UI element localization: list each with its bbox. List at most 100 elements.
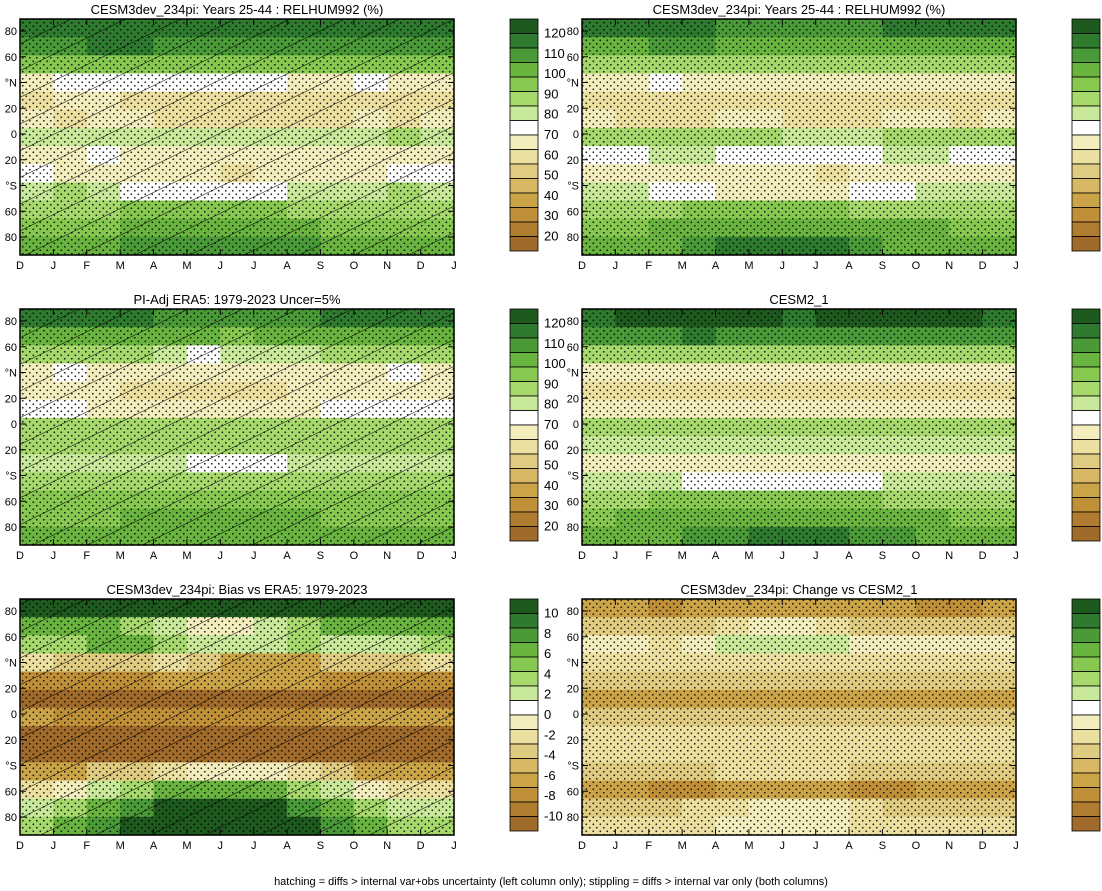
colorbar-swatch xyxy=(1071,308,1101,324)
panel-p4: CESM2_1 D J F M A M J J A S O N D J 80 60 °N 20 0 20 °S 60 80 12… xyxy=(567,292,1101,562)
colorbar-label: 6 xyxy=(544,646,551,661)
x-tick-label: J xyxy=(251,550,257,562)
colorbar-label: 40 xyxy=(544,478,558,493)
y-tick-label: 20 xyxy=(567,155,579,167)
colorbar-label: 100 xyxy=(544,66,566,81)
x-tick-label: N xyxy=(383,840,391,852)
x-tick-label: J xyxy=(613,840,619,852)
colorbar-swatch xyxy=(1071,47,1101,63)
y-tick-label: 20 xyxy=(5,683,17,695)
x-tick-label: J xyxy=(613,260,619,272)
colorbar-swatch xyxy=(509,729,539,745)
x-tick-label: J xyxy=(51,550,57,562)
colorbar-label: 60 xyxy=(544,437,558,452)
colorbar-label: 70 xyxy=(544,127,558,142)
plot-frame xyxy=(581,598,1017,836)
colorbar-label: 70 xyxy=(544,417,558,432)
x-tick-label: A xyxy=(845,840,853,852)
colorbar-swatch xyxy=(1071,801,1101,817)
colorbar-swatch xyxy=(509,410,539,426)
x-tick-label: D xyxy=(979,550,987,562)
colorbar-label: 90 xyxy=(544,86,558,101)
x-tick-label: A xyxy=(712,260,720,272)
panel-p5: CESM3dev_234pi: Bias vs ERA5: 1979-2023 D… xyxy=(5,582,563,852)
x-tick-label: A xyxy=(283,840,291,852)
y-tick-label: 20 xyxy=(5,445,17,457)
y-tick-label: 80 xyxy=(567,316,579,328)
colorbar-swatch xyxy=(1071,772,1101,788)
y-tick-label: 80 xyxy=(567,232,579,244)
colorbar-label: 110 xyxy=(544,336,565,351)
colorbar-swatch xyxy=(1071,352,1101,368)
y-tick-label: 60 xyxy=(567,496,579,508)
colorbar-swatch xyxy=(509,105,539,121)
y-tick-label: 60 xyxy=(5,52,17,64)
colorbar-swatch xyxy=(509,468,539,484)
colorbar-label: 100 xyxy=(544,356,566,371)
colorbar-swatch xyxy=(1071,207,1101,223)
x-tick-label: A xyxy=(845,550,853,562)
panel-title: CESM3dev_234pi: Change vs CESM2_1 xyxy=(680,582,917,597)
x-tick-label: D xyxy=(979,840,987,852)
x-tick-label: O xyxy=(912,260,921,272)
x-tick-label: J xyxy=(780,550,786,562)
colorbar-swatch xyxy=(509,642,539,658)
colorbar-swatch xyxy=(1071,134,1101,150)
colorbar-label: 50 xyxy=(544,458,558,473)
colorbar-swatch xyxy=(1071,163,1101,179)
x-tick-label: J xyxy=(451,260,457,272)
y-tick-label: °N xyxy=(567,368,579,380)
colorbar-swatch xyxy=(509,772,539,788)
colorbar-label: 120 xyxy=(544,26,566,41)
colorbar-label: 30 xyxy=(544,208,558,223)
y-tick-label: 60 xyxy=(5,496,17,508)
panel-title: CESM3dev_234pi: Years 25-44 : RELHUM992 … xyxy=(653,2,946,17)
x-tick-label: F xyxy=(83,840,90,852)
colorbar-swatch xyxy=(1071,105,1101,121)
plot-frame xyxy=(19,598,455,836)
x-tick-label: A xyxy=(712,550,720,562)
x-tick-label: J xyxy=(1013,550,1019,562)
colorbar-swatch xyxy=(509,134,539,150)
colorbar-swatch xyxy=(509,700,539,716)
stippling-overlay xyxy=(582,599,1016,835)
x-tick-label: O xyxy=(350,260,359,272)
panel-p3: PI-Adj ERA5: 1979-2023 Uncer=5% D J F M A M J J A… xyxy=(5,292,566,562)
colorbar-swatch xyxy=(509,453,539,469)
x-tick-label: A xyxy=(283,550,291,562)
x-tick-label: J xyxy=(813,840,819,852)
colorbar-swatch xyxy=(509,816,539,832)
colorbar-swatch xyxy=(1071,642,1101,658)
colorbar-swatch xyxy=(509,120,539,136)
x-tick-label: M xyxy=(116,550,125,562)
y-tick-label: 20 xyxy=(5,393,17,405)
x-tick-label: S xyxy=(879,260,886,272)
x-tick-label: O xyxy=(350,550,359,562)
colorbar-label: 90 xyxy=(544,376,558,391)
x-tick-label: M xyxy=(182,840,191,852)
colorbar-swatch xyxy=(509,743,539,759)
x-tick-label: J xyxy=(1013,260,1019,272)
x-tick-label: J xyxy=(1013,840,1019,852)
colorbar-label: -10 xyxy=(544,809,563,824)
colorbar-swatch xyxy=(509,511,539,527)
x-tick-label: M xyxy=(744,550,753,562)
colorbar: 10 8 6 4 2 0 -2 -4 -6 -8 -10 xyxy=(509,598,563,832)
colorbar-swatch xyxy=(509,787,539,803)
colorbar-swatch xyxy=(509,236,539,252)
x-tick-label: D xyxy=(417,550,425,562)
hatching-overlay xyxy=(20,19,454,255)
colorbar-swatch xyxy=(1071,671,1101,687)
x-tick-label: S xyxy=(879,840,886,852)
x-tick-label: S xyxy=(317,840,324,852)
colorbar-swatch xyxy=(1071,439,1101,455)
colorbar-swatch xyxy=(509,424,539,440)
x-tick-label: D xyxy=(417,260,425,272)
x-tick-label: J xyxy=(780,260,786,272)
x-tick-label: O xyxy=(350,840,359,852)
x-tick-label: A xyxy=(712,840,720,852)
colorbar-label: 0 xyxy=(544,707,551,722)
x-tick-label: J xyxy=(218,260,224,272)
x-tick-label: J xyxy=(451,840,457,852)
y-tick-label: °N xyxy=(567,78,579,90)
